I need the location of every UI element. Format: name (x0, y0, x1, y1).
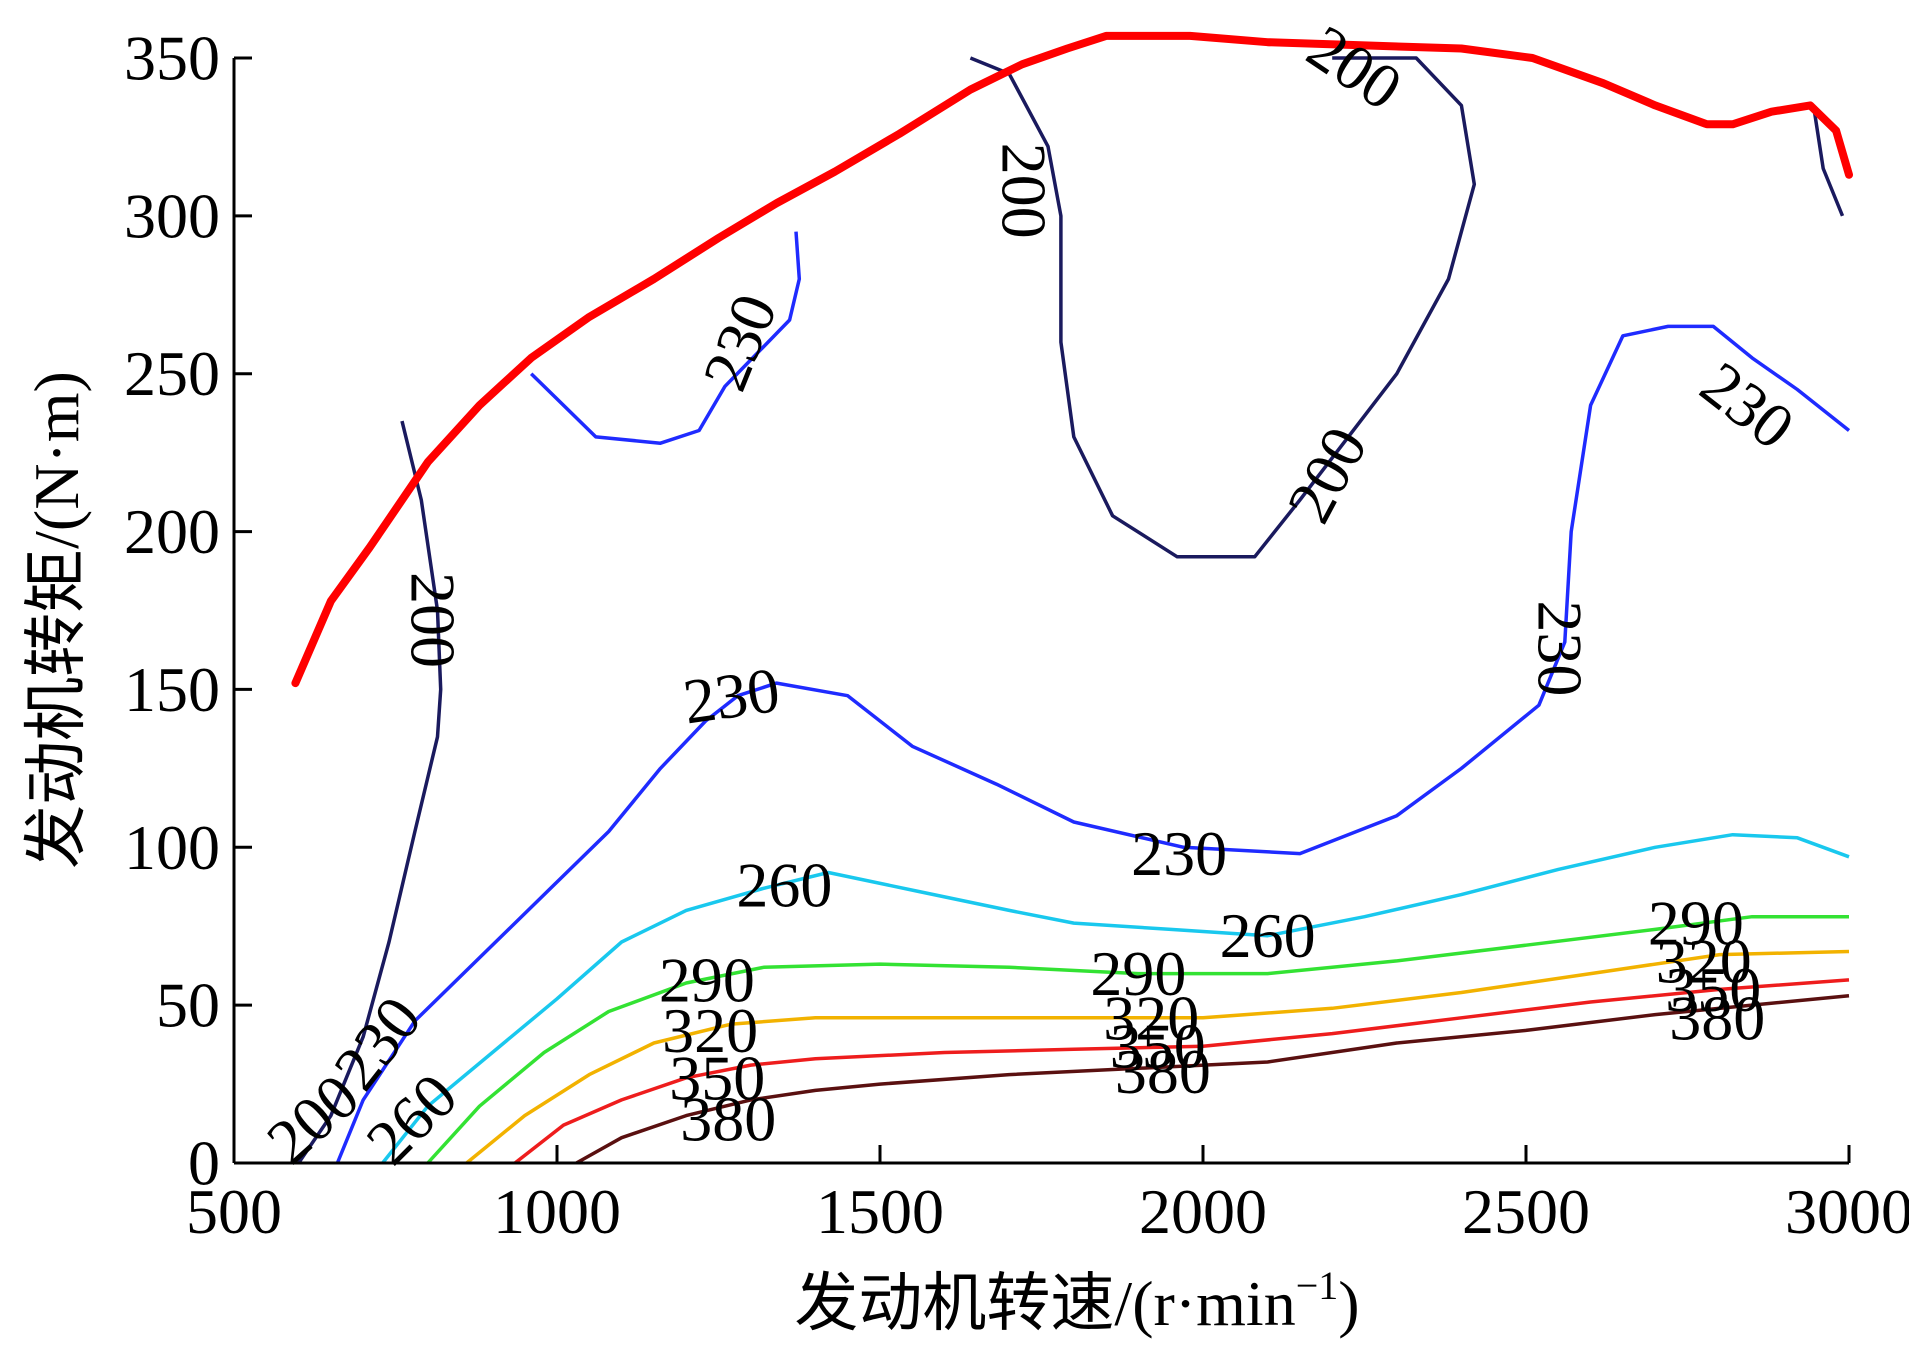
contour-230-line-0 (335, 324, 1851, 1164)
y-tick-label-0: 0 (188, 1128, 220, 1199)
contour-260-line-0 (381, 832, 1850, 1165)
max-torque-curve (291, 31, 1853, 688)
contour-290-line-0 (426, 914, 1849, 1165)
y-tick-label-300: 300 (124, 180, 220, 251)
contour-label-380-0: 380 (680, 1083, 776, 1154)
contour-label-380-1: 380 (1115, 1036, 1211, 1107)
y-tick-label-150: 150 (124, 654, 220, 725)
contour-label-230-2: 230 (1131, 818, 1227, 889)
x-axis-title-superscript: −1 (1296, 1263, 1339, 1308)
x-tick-label-2000: 2000 (1139, 1176, 1267, 1247)
x-tick-label-2500: 2500 (1462, 1176, 1590, 1247)
y-tick-label-50: 50 (156, 970, 220, 1041)
y-tick-label-200: 200 (124, 496, 220, 567)
contour-label-290-0: 290 (659, 944, 755, 1015)
contour-200-line-2 (1811, 105, 1845, 217)
contour-label-380-2: 380 (1669, 982, 1765, 1053)
x-tick-label-1500: 1500 (816, 1176, 944, 1247)
contour-380-line-0 (575, 993, 1850, 1165)
contour-label-350-1: 350 (1110, 1011, 1206, 1082)
y-tick-label-350: 350 (124, 23, 220, 94)
contour-350-line-0 (513, 978, 1850, 1165)
contour-label-350-0: 350 (669, 1042, 765, 1113)
contour-label-320-0: 320 (662, 995, 758, 1066)
contour-label-290-2: 290 (1648, 888, 1744, 959)
contour-label-260-1: 260 (736, 850, 832, 921)
x-tick-label-500: 500 (186, 1176, 282, 1247)
contour-200-line-1 (969, 56, 1477, 559)
contour-label-200-2: 200 (989, 143, 1060, 239)
contour-label-200-1: 200 (398, 572, 469, 668)
contour-label-350-2: 350 (1665, 954, 1761, 1025)
y-tick-label-100: 100 (124, 812, 220, 883)
contour-label-320-2: 320 (1656, 925, 1752, 996)
contour-label-260-2: 260 (1220, 900, 1316, 971)
x-axis-title-main: 发动机转速/(r·min (794, 1268, 1295, 1339)
contour-200-line-0 (297, 420, 443, 1164)
contour-230-line-1 (529, 231, 802, 445)
contour-320-line-0 (465, 949, 1850, 1165)
x-axis-title-close: ) (1338, 1268, 1359, 1339)
contour-label-230-5: 230 (1688, 348, 1807, 463)
y-tick-label-250: 250 (124, 338, 220, 409)
contour-label-230-1: 230 (679, 654, 784, 738)
y-axis-title: 发动机转矩/(N·m) (21, 371, 92, 869)
x-tick-label-3000: 3000 (1785, 1176, 1909, 1247)
contour-label-230-3: 230 (1525, 600, 1596, 696)
contour-label-320-1: 320 (1103, 982, 1199, 1053)
x-axis-title: 发动机转速/(r·min−1) (794, 1263, 1359, 1339)
contour-lines (291, 31, 1853, 1165)
x-tick-label-1000: 1000 (493, 1176, 621, 1247)
contour-label-230-4: 230 (689, 284, 791, 400)
contour-label-290-1: 290 (1090, 938, 1186, 1009)
axes: 500 1000 1500 2000 2500 3000 0 50 100 150 200 250 30… (124, 23, 1909, 1248)
contour-label-200-4: 200 (1295, 11, 1414, 124)
